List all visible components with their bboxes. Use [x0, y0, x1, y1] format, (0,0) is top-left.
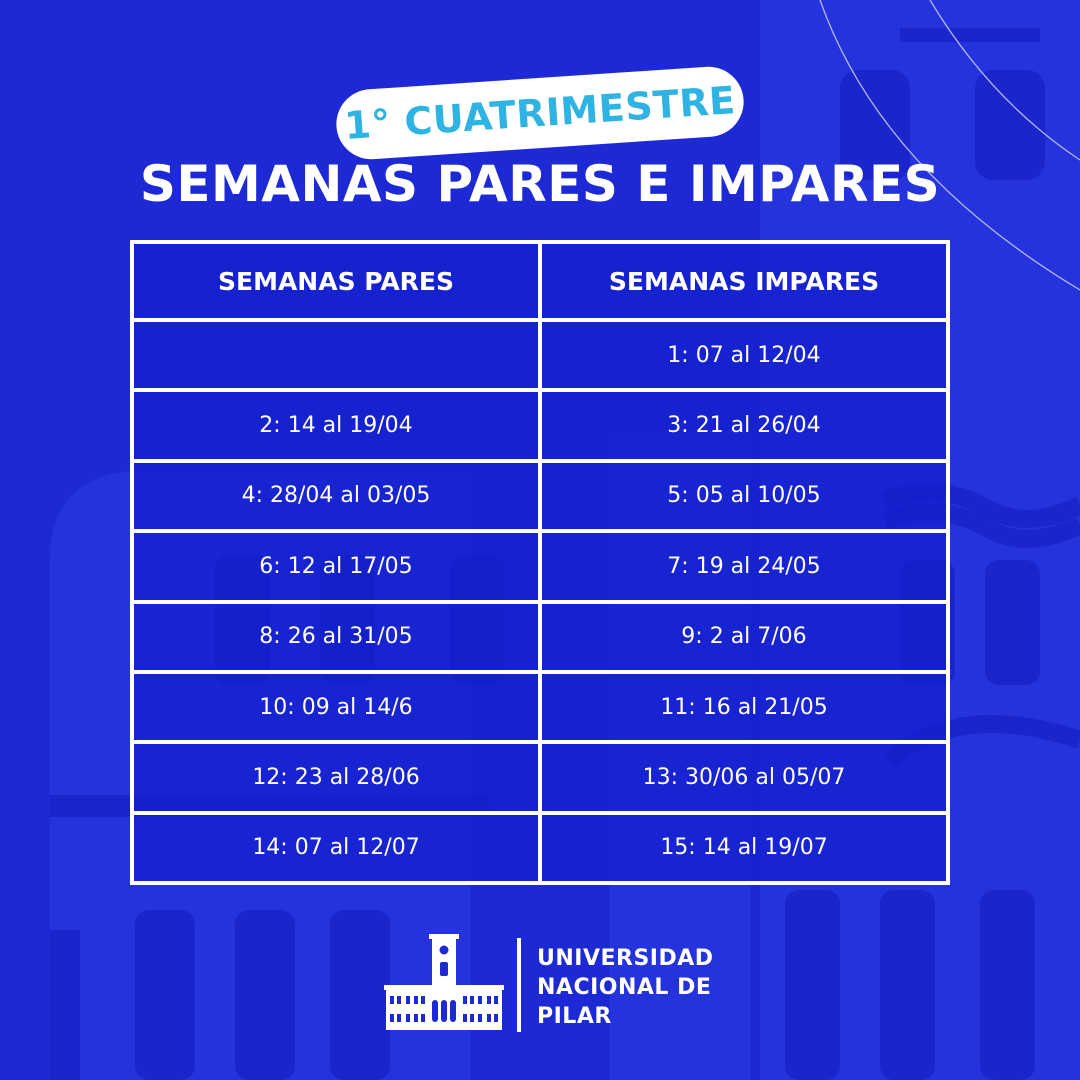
- university-building-icon: [384, 934, 504, 1030]
- logo-line-1: UNIVERSIDAD: [537, 946, 714, 971]
- odd-week-cell: 5: 05 al 10/05: [538, 458, 950, 534]
- semester-badge-label: 1° CUATRIMESTRE: [343, 78, 737, 148]
- table-row: 6: 12 al 17/05 7: 19 al 24/05: [130, 529, 950, 604]
- column-header-even-weeks: SEMANAS PARES: [130, 240, 542, 322]
- odd-week-cell: 3: 21 al 26/04: [538, 388, 950, 463]
- odd-week-cell: 13: 30/06 al 05/07: [538, 740, 950, 815]
- even-week-cell: 10: 09 al 14/6: [130, 669, 542, 745]
- odd-week-cell: 11: 16 al 21/05: [538, 669, 950, 745]
- even-week-cell: 12: 23 al 28/06: [130, 740, 542, 815]
- table-row: 8: 26 al 31/05 9: 2 al 7/06: [130, 599, 950, 674]
- odd-week-cell: 7: 19 al 24/05: [538, 529, 950, 604]
- table-row: 2: 14 al 19/04 3: 21 al 26/04: [130, 388, 950, 463]
- university-logo-text: UNIVERSIDAD NACIONAL DE PILAR: [537, 944, 714, 1031]
- even-week-cell: 8: 26 al 31/05: [130, 599, 542, 674]
- table-header-row: SEMANAS PARES SEMANAS IMPARES: [130, 240, 950, 322]
- table-row: 14: 07 al 12/07 15: 14 al 19/07: [130, 810, 950, 886]
- even-week-cell: [130, 317, 542, 393]
- odd-week-cell: 1: 07 al 12/04: [538, 317, 950, 393]
- logo-line-3: PILAR: [537, 1004, 612, 1029]
- page-title: SEMANAS PARES E IMPARES: [139, 155, 941, 213]
- weeks-table: SEMANAS PARES SEMANAS IMPARES 1: 07 al 1…: [130, 240, 950, 886]
- even-week-cell: 14: 07 al 12/07: [130, 810, 542, 886]
- odd-week-cell: 15: 14 al 19/07: [538, 810, 950, 886]
- even-week-cell: 2: 14 al 19/04: [130, 388, 542, 463]
- table-row: 10: 09 al 14/6 11: 16 al 21/05: [130, 669, 950, 745]
- table-row: 4: 28/04 al 03/05 5: 05 al 10/05: [130, 458, 950, 534]
- column-header-odd-weeks: SEMANAS IMPARES: [538, 240, 950, 322]
- table-row: 1: 07 al 12/04: [130, 317, 950, 393]
- even-week-cell: 4: 28/04 al 03/05: [130, 458, 542, 534]
- logo-divider: [517, 938, 521, 1032]
- odd-week-cell: 9: 2 al 7/06: [538, 599, 950, 674]
- table-row: 12: 23 al 28/06 13: 30/06 al 05/07: [130, 740, 950, 815]
- even-week-cell: 6: 12 al 17/05: [130, 529, 542, 604]
- logo-line-2: NACIONAL DE: [537, 975, 712, 1000]
